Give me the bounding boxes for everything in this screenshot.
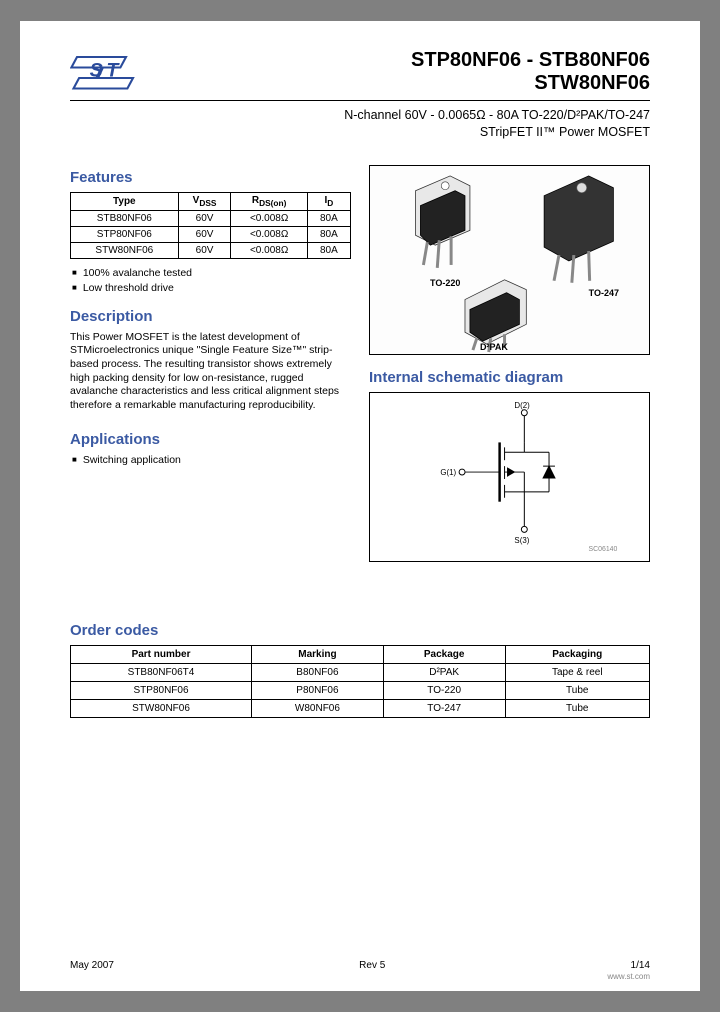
col-vdss: VDSS <box>178 192 231 210</box>
package-drawings: TO-220 TO-247 D²PAK <box>369 165 650 355</box>
list-item: 100% avalanche tested <box>72 267 351 279</box>
subtitle-line1: N-channel 60V - 0.0065Ω - 80A TO-220/D²P… <box>70 107 650 124</box>
description-text: This Power MOSFET is the latest developm… <box>70 331 351 413</box>
pin-g: G(1) <box>440 468 456 477</box>
table-row: STB80NF06 60V <0.008Ω 80A <box>71 210 351 226</box>
col-type: Type <box>71 192 179 210</box>
list-item: Switching application <box>72 454 351 466</box>
part-title-2: STW80NF06 <box>411 72 650 95</box>
datasheet-page: S T STP80NF06 - STB80NF06 STW80NF06 N-ch… <box>20 21 700 991</box>
label-to220: TO-220 <box>430 278 460 288</box>
label-to247: TO-247 <box>589 288 619 298</box>
col-rdson: RDS(on) <box>231 192 307 210</box>
table-row: Part number Marking Package Packaging <box>71 645 650 663</box>
table-row: STW80NF06 60V <0.008Ω 80A <box>71 242 351 258</box>
features-bullets: 100% avalanche tested Low threshold driv… <box>70 267 351 294</box>
features-table: Type VDSS RDS(on) ID STB80NF06 60V <0.00… <box>70 192 351 259</box>
page-footer: May 2007 Rev 5 1/14 www.st.com <box>70 960 650 971</box>
schematic-heading: Internal schematic diagram <box>369 369 650 386</box>
pin-d: D(2) <box>514 401 530 410</box>
table-row: STB80NF06T4 B80NF06 D²PAK Tape & reel <box>71 663 650 681</box>
svg-text:S: S <box>90 60 103 82</box>
footer-date: May 2007 <box>70 960 114 971</box>
applications-bullets: Switching application <box>70 454 351 466</box>
table-row: STP80NF06 P80NF06 TO-220 Tube <box>71 681 650 699</box>
footer-page: 1/14 <box>631 960 650 971</box>
schematic-diagram: D(2) G(1) S(3) SC06140 <box>369 392 650 562</box>
label-d2pak: D²PAK <box>480 342 508 352</box>
footer-url: www.st.com <box>607 972 650 981</box>
table-row: Type VDSS RDS(on) ID <box>71 192 351 210</box>
order-table: Part number Marking Package Packaging ST… <box>70 645 650 718</box>
left-column: Features Type VDSS RDS(on) ID STB80NF06 … <box>70 165 351 562</box>
two-column-layout: Features Type VDSS RDS(on) ID STB80NF06 … <box>70 165 650 562</box>
subtitle-line2: STripFET II™ Power MOSFET <box>70 124 650 141</box>
page-header: S T STP80NF06 - STB80NF06 STW80NF06 <box>70 49 650 101</box>
table-row: STW80NF06 W80NF06 TO-247 Tube <box>71 699 650 717</box>
st-logo: S T <box>70 49 140 96</box>
schematic-code: SC06140 <box>589 546 618 553</box>
part-title-1: STP80NF06 - STB80NF06 <box>411 49 650 72</box>
description-heading: Description <box>70 308 351 325</box>
svg-text:T: T <box>106 60 120 82</box>
subtitle: N-channel 60V - 0.0065Ω - 80A TO-220/D²P… <box>70 107 650 141</box>
right-column: TO-220 TO-247 D²PAK Internal schematic d… <box>369 165 650 562</box>
features-heading: Features <box>70 169 351 186</box>
list-item: Low threshold drive <box>72 282 351 294</box>
col-id: ID <box>307 192 350 210</box>
order-heading: Order codes <box>70 622 650 639</box>
order-codes-section: Order codes Part number Marking Package … <box>70 622 650 718</box>
title-block: STP80NF06 - STB80NF06 STW80NF06 <box>411 49 650 95</box>
footer-rev: Rev 5 <box>359 960 385 971</box>
applications-heading: Applications <box>70 431 351 448</box>
table-row: STP80NF06 60V <0.008Ω 80A <box>71 226 351 242</box>
pin-s: S(3) <box>514 536 529 545</box>
